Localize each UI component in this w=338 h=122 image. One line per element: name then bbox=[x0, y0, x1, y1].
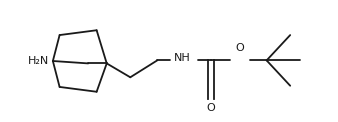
Text: O: O bbox=[235, 43, 244, 53]
Text: H₂N: H₂N bbox=[28, 56, 49, 66]
Text: NH: NH bbox=[174, 53, 191, 63]
Text: O: O bbox=[207, 103, 215, 113]
